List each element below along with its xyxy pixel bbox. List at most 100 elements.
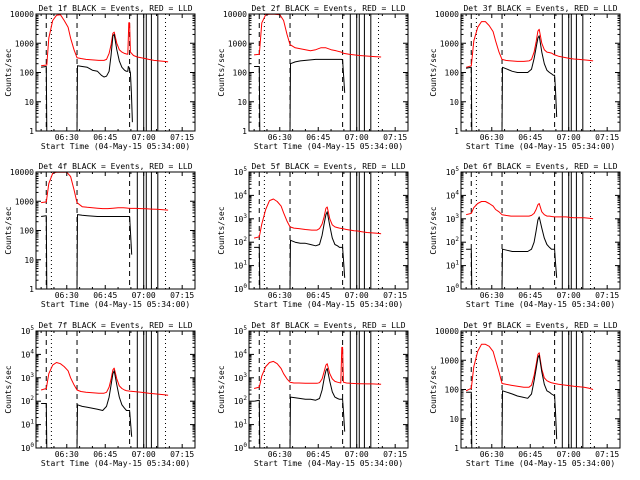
x-tick-label: 07:15 — [383, 450, 407, 459]
y-tick-label: 102 — [21, 395, 35, 406]
y-tick-label: 102 — [234, 395, 248, 406]
x-axis-label: Start Time (04-May-15 05:34:00) — [41, 459, 190, 468]
x-tick-label: 06:30 — [55, 450, 79, 459]
y-tick-label: 101 — [21, 419, 35, 430]
plot-frame — [248, 171, 409, 290]
x-axis-label: Start Time (04-May-15 05:34:00) — [254, 300, 403, 309]
x-tick-label: 07:00 — [557, 450, 581, 459]
x-tick-label: 06:30 — [268, 450, 292, 459]
chart-panel-9: 1 10 100 1000 10000 06:30 06:45 07:00 07:15 Det 9… — [429, 321, 621, 468]
plot-frame — [35, 330, 196, 449]
y-tick-label: 10 — [449, 415, 459, 424]
y-tick-label: 1 — [454, 444, 459, 453]
x-tick-label: 06:45 — [93, 291, 117, 300]
y-axis-label: Counts/sec — [429, 365, 438, 413]
x-axis-label: Start Time (04-May-15 05:34:00) — [41, 142, 190, 151]
x-tick-label: 06:30 — [480, 133, 504, 142]
events-series-line — [254, 211, 346, 290]
y-tick-label: 1 — [29, 285, 34, 294]
y-tick-label: 102 — [446, 236, 460, 247]
y-tick-label: 1000 — [440, 356, 459, 365]
y-tick-label: 10 — [24, 98, 34, 107]
x-axis-label: Start Time (04-May-15 05:34:00) — [254, 459, 403, 468]
x-tick-label: 06:45 — [306, 133, 330, 142]
panel-title: Det 7f BLACK = Events, RED = LLD — [38, 321, 192, 330]
x-tick-label: 07:15 — [170, 291, 194, 300]
x-tick-label: 06:45 — [93, 450, 117, 459]
y-axis-label: Counts/sec — [217, 48, 226, 96]
chart-panel-4: 1 10 100 1000 10000 06:30 06:45 07:00 07:15 Det 4… — [4, 162, 196, 309]
y-tick-label: 10000 — [10, 10, 34, 19]
x-tick-label: 07:00 — [345, 133, 369, 142]
y-axis-label: Counts/sec — [4, 206, 13, 254]
y-axis-label: Counts/sec — [429, 48, 438, 96]
y-tick-label: 103 — [234, 213, 248, 224]
x-tick-label: 07:00 — [557, 133, 581, 142]
x-tick-label: 07:00 — [132, 291, 156, 300]
y-axis-label: Counts/sec — [217, 206, 226, 254]
y-tick-label: 100 — [20, 69, 35, 78]
x-tick-label: 07:15 — [383, 291, 407, 300]
plot-frame — [460, 330, 621, 449]
y-tick-label: 100 — [446, 283, 460, 294]
panel-title: Det 6f BLACK = Events, RED = LLD — [463, 162, 617, 171]
y-tick-label: 100 — [234, 283, 248, 294]
y-tick-label: 10000 — [10, 168, 34, 177]
y-tick-label: 105 — [446, 166, 460, 177]
y-tick-label: 10 — [449, 98, 459, 107]
y-tick-label: 100 — [445, 69, 460, 78]
plot-frame — [460, 171, 621, 290]
y-tick-label: 101 — [446, 260, 460, 271]
chart-panel-6: 100 101 102 103 104 105 06:30 06:45 07:00 07:15 De… — [429, 162, 621, 309]
y-tick-label: 1 — [454, 127, 459, 136]
x-tick-label: 07:00 — [557, 291, 581, 300]
x-tick-label: 07:15 — [383, 133, 407, 142]
x-tick-label: 07:15 — [595, 133, 619, 142]
y-tick-label: 1000 — [15, 197, 34, 206]
chart-panel-7: 100 101 102 103 104 105 06:30 06:45 07:00 07:15 De… — [4, 321, 196, 468]
plot-frame — [248, 13, 409, 132]
plot-frame — [248, 330, 409, 449]
panel-title: Det 9f BLACK = Events, RED = LLD — [463, 321, 617, 330]
y-tick-label: 1000 — [228, 39, 247, 48]
events-series-line — [254, 58, 346, 132]
events-series-line — [466, 216, 558, 290]
plot-frame — [35, 171, 196, 290]
lld-series-line — [253, 346, 382, 389]
lld-series-line — [254, 13, 382, 58]
events-series-line — [466, 354, 558, 449]
y-tick-label: 104 — [234, 189, 248, 200]
chart-panel-1: 1 10 100 1000 10000 06:30 06:45 07:00 07:15 Det 1… — [4, 4, 196, 151]
lld-series-line — [465, 21, 594, 68]
x-tick-label: 06:45 — [518, 450, 542, 459]
x-tick-label: 07:15 — [595, 450, 619, 459]
panel-title: Det 2f BLACK = Events, RED = LLD — [251, 4, 405, 13]
x-axis-label: Start Time (04-May-15 05:34:00) — [41, 300, 190, 309]
y-tick-label: 100 — [233, 69, 248, 78]
x-tick-label: 07:00 — [132, 133, 156, 142]
lld-series-line — [465, 343, 594, 392]
chart-panel-5: 100 101 102 103 104 105 06:30 06:45 07:00 07:15 De… — [217, 162, 409, 309]
lld-series-line — [41, 14, 169, 67]
y-tick-label: 102 — [234, 236, 248, 247]
panel-title: Det 3f BLACK = Events, RED = LLD — [463, 4, 617, 13]
panel-title: Det 4f BLACK = Events, RED = LLD — [38, 162, 192, 171]
x-tick-label: 06:30 — [480, 291, 504, 300]
x-tick-label: 07:00 — [345, 450, 369, 459]
events-series-line — [466, 35, 558, 132]
x-tick-label: 06:45 — [93, 133, 117, 142]
y-axis-label: Counts/sec — [4, 365, 13, 413]
x-tick-label: 06:30 — [55, 291, 79, 300]
x-tick-label: 06:30 — [55, 133, 79, 142]
x-tick-label: 06:30 — [268, 133, 292, 142]
y-tick-label: 103 — [234, 372, 248, 383]
events-series-line — [41, 370, 133, 449]
y-tick-label: 101 — [234, 419, 248, 430]
x-tick-label: 06:30 — [268, 291, 292, 300]
x-tick-label: 06:45 — [518, 133, 542, 142]
y-tick-label: 100 — [445, 386, 460, 395]
panel-title: Det 1f BLACK = Events, RED = LLD — [38, 4, 192, 13]
lld-series-line — [40, 362, 169, 396]
y-axis-label: Counts/sec — [4, 48, 13, 96]
